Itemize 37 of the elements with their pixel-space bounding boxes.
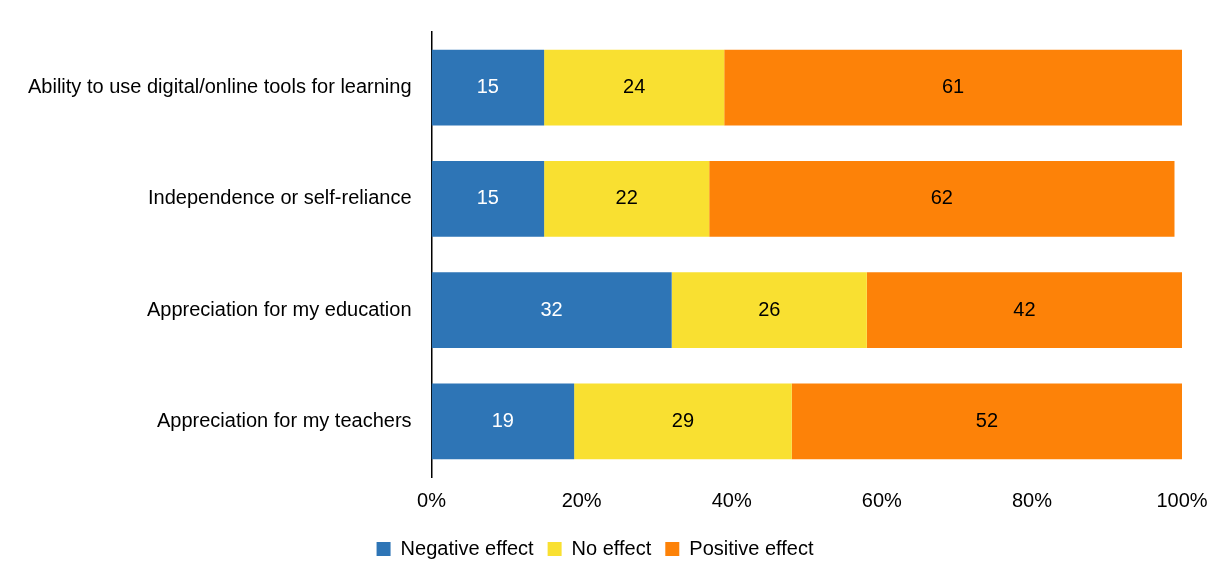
x-tick-label: 0%: [417, 488, 447, 511]
y-tick-label: Independence or self-reliance: [148, 186, 412, 209]
bar: [866, 272, 1182, 348]
legend-label: Positive effect: [689, 536, 814, 559]
data-label: 22: [615, 186, 638, 209]
legend-label: No effect: [571, 536, 652, 559]
legend-label: Negative effect: [400, 536, 535, 559]
bar: [724, 49, 1182, 126]
data-label: 15: [476, 186, 499, 209]
x-tick-label: 100%: [1156, 488, 1208, 511]
data-label: 61: [941, 75, 965, 98]
x-tick-label: 60%: [861, 488, 903, 511]
bar: [574, 383, 792, 460]
x-tick-label: 40%: [711, 488, 752, 511]
x-tick-label: 20%: [561, 488, 602, 511]
bar: [431, 383, 575, 460]
data-label: 29: [671, 408, 695, 431]
bar: [544, 161, 710, 237]
bar: [791, 383, 1182, 460]
bar: [431, 272, 672, 348]
y-tick-label: Ability to use digital/online tools for learning: [27, 75, 412, 98]
y-tick-label: Appreciation for my teachers: [156, 408, 412, 431]
data-label: 15: [476, 75, 499, 98]
data-label: 42: [1013, 297, 1036, 320]
bar: [709, 161, 1175, 237]
data-label: 19: [491, 408, 514, 431]
bar: [431, 161, 545, 237]
data-label: 24: [623, 75, 646, 98]
bar: [431, 49, 545, 126]
y-tick-label: Appreciation for my education: [146, 297, 412, 320]
bar: [544, 49, 725, 126]
bar: [671, 272, 867, 348]
data-label: 62: [930, 186, 953, 209]
data-label: 32: [540, 297, 563, 320]
data-label: 52: [975, 408, 999, 431]
data-label: 26: [758, 297, 781, 320]
x-tick-label: 80%: [1011, 488, 1053, 511]
